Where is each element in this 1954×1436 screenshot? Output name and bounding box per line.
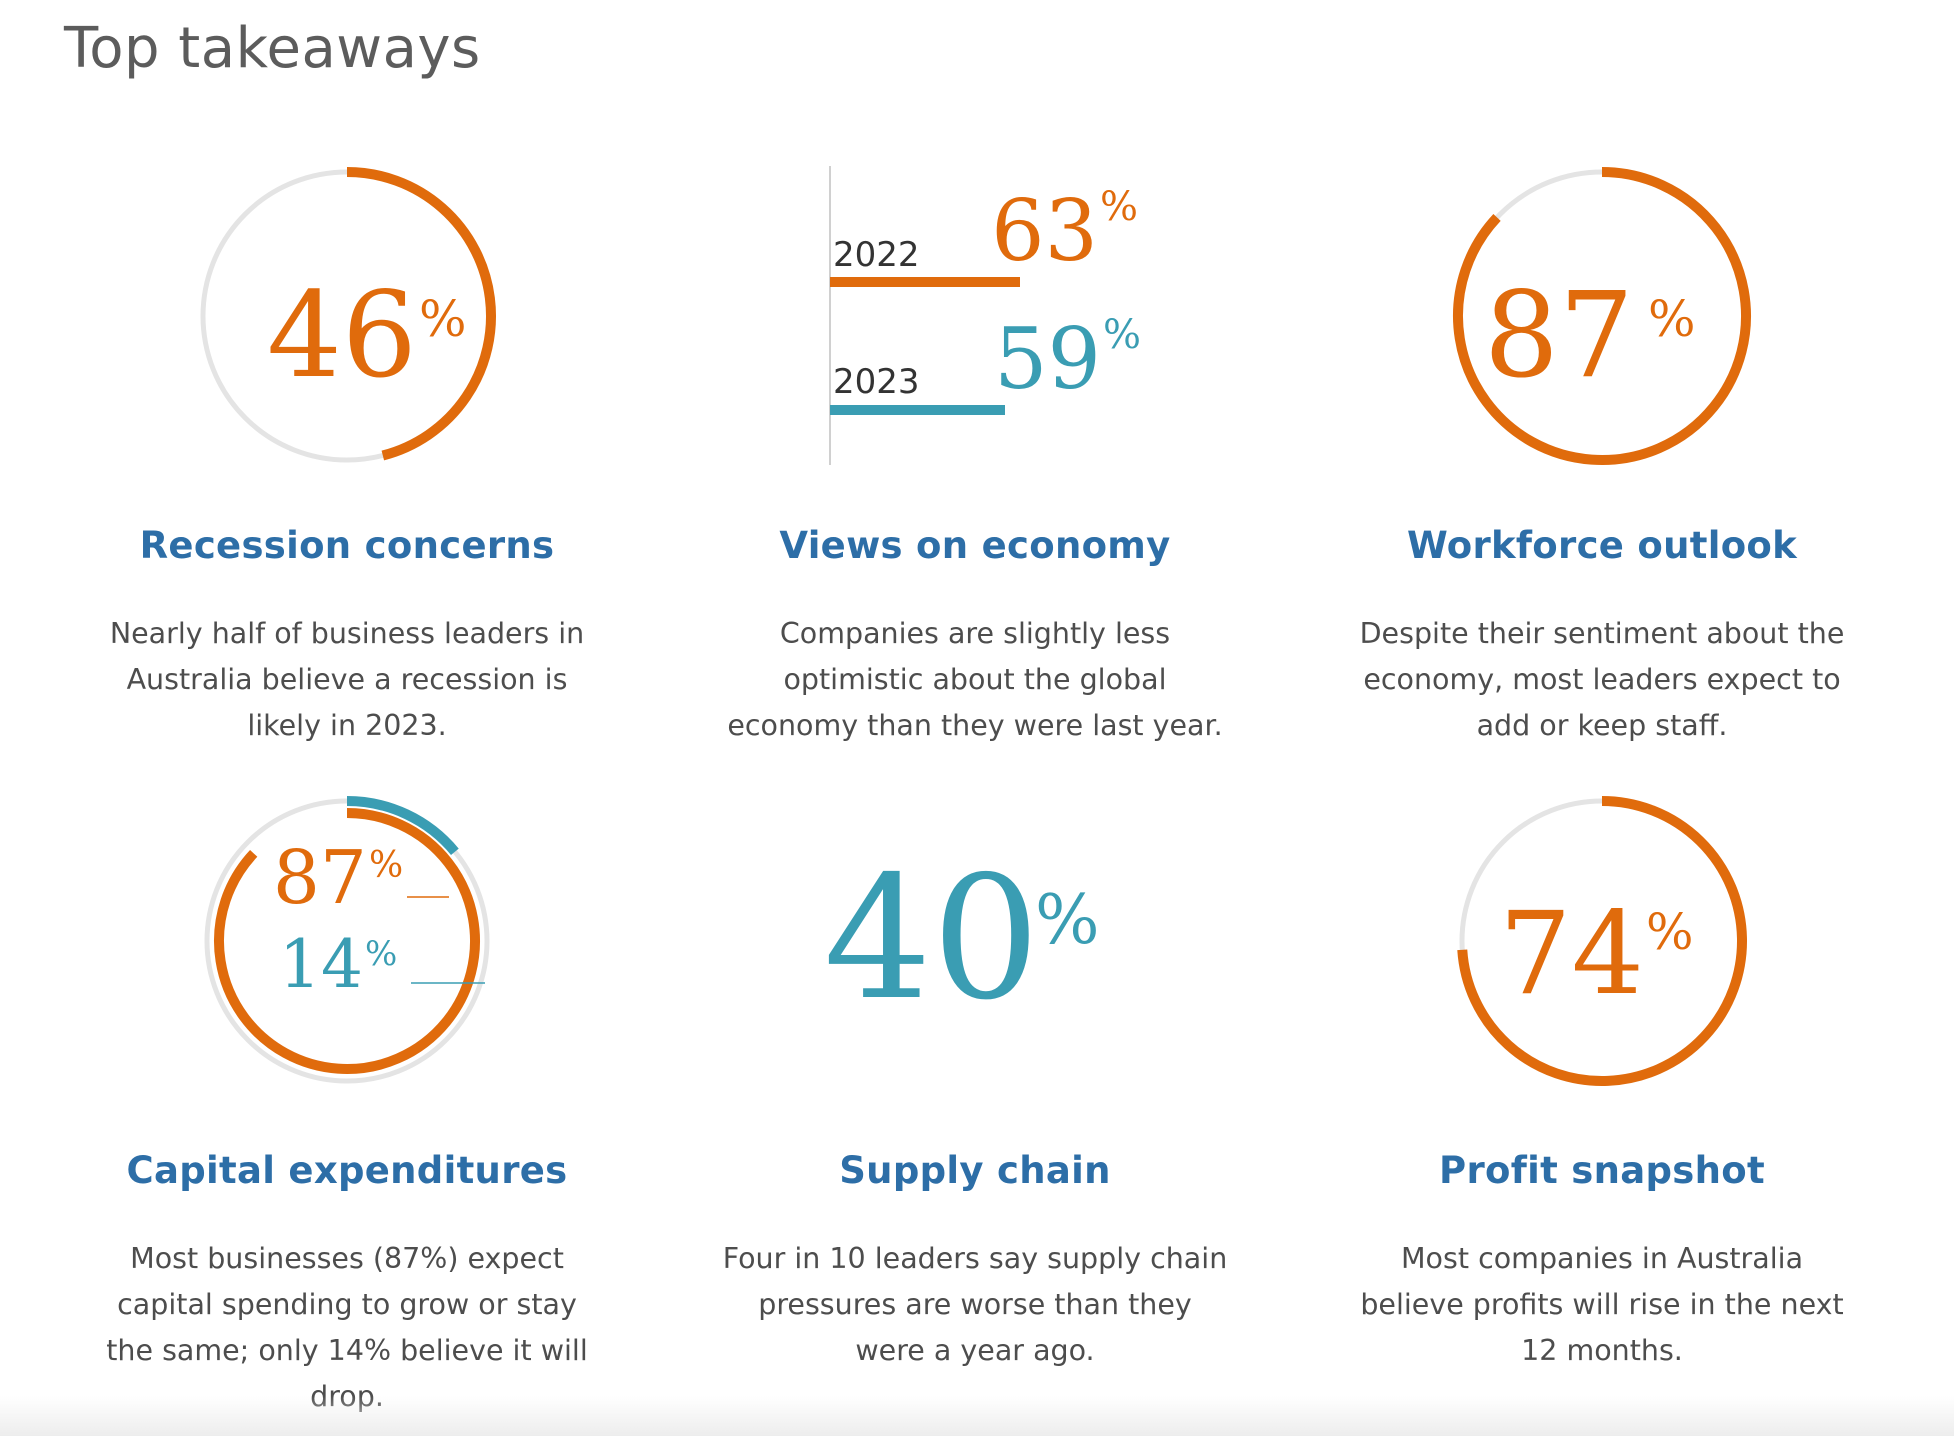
profit-ring-svg: 74 % [1457, 796, 1747, 1086]
bar-2023-percent: % [1103, 312, 1141, 358]
card-recession-concerns: 46 % Recession concerns Nearly half of b… [67, 160, 627, 749]
workforce-ring-graphic: 87 % [1322, 160, 1882, 480]
economy-description: Companies are slightly less optimistic a… [727, 617, 1223, 742]
supply-chain-heading: Supply chain [839, 1149, 1111, 1192]
capex-grow-value: 87 [273, 835, 367, 921]
workforce-ring-svg: 87 % [1453, 167, 1751, 465]
bar-2022-percent: % [1100, 184, 1138, 230]
capex-ring-svg: 87 % 14 % [204, 796, 490, 1084]
card-capital-expenditures: 87 % 14 % Capital expenditures Most busi… [67, 785, 627, 1420]
profit-description: Most companies in Australia believe prof… [1360, 1242, 1844, 1367]
capex-drop-value: 14 [279, 926, 363, 1003]
profit-ring-arc [1457, 796, 1747, 1086]
page-title: Top takeaways [64, 16, 481, 81]
bar-2023 [830, 405, 1005, 415]
capex-outer-arc [346, 796, 459, 855]
card-supply-chain: 40 % Supply chain Four in 10 leaders say… [695, 785, 1255, 1374]
workforce-description: Despite their sentiment about the econom… [1359, 617, 1845, 742]
economy-heading: Views on economy [779, 524, 1171, 567]
capex-inner-arc [214, 808, 480, 1074]
supply-chain-svg: 40 % [824, 840, 1100, 1038]
capex-grow-percent: % [369, 845, 403, 886]
bar-2022-value: 63 [991, 182, 1098, 280]
supply-chain-description: Four in 10 leaders say supply chain pres… [722, 1242, 1228, 1367]
bar-2022 [830, 277, 1020, 287]
recession-stat-value: 46 [267, 266, 417, 404]
recession-ring-svg: 46 % [200, 167, 496, 463]
recession-ring-arc [346, 167, 496, 461]
supply-chain-graphic: 40 % [695, 785, 1255, 1105]
recession-ring-graphic: 46 % [67, 160, 627, 480]
capex-drop-percent: % [365, 934, 397, 974]
profit-heading: Profit snapshot [1439, 1149, 1765, 1192]
bar-2023-year-label: 2023 [833, 362, 920, 402]
bar-2023-value: 59 [994, 310, 1101, 408]
supply-chain-stat-value: 40 [824, 840, 1040, 1038]
recession-heading: Recession concerns [139, 524, 555, 567]
recession-stat-percent: % [419, 290, 467, 348]
profit-ring-graphic: 74 % [1322, 785, 1882, 1105]
profit-stat-percent: % [1646, 903, 1694, 961]
bar-2022-year-label: 2022 [833, 235, 920, 275]
capex-ring-graphic: 87 % 14 % [67, 785, 627, 1105]
card-views-on-economy: 2022 63 % 2023 59 % Views on economy Com… [695, 160, 1255, 749]
card-workforce-outlook: 87 % Workforce outlook Despite their sen… [1322, 160, 1882, 749]
profit-stat-value: 74 [1499, 887, 1644, 1020]
capex-description: Most businesses (87%) expect capital spe… [106, 1242, 588, 1413]
capex-heading: Capital expenditures [126, 1149, 568, 1192]
economy-bars-graphic: 2022 63 % 2023 59 % [695, 160, 1255, 480]
workforce-ring-arc [1453, 167, 1751, 465]
recession-description: Nearly half of business leaders in Austr… [109, 617, 585, 742]
economy-bars-svg: 2022 63 % 2023 59 % [829, 166, 1141, 465]
workforce-heading: Workforce outlook [1406, 524, 1798, 567]
card-profit-snapshot: 74 % Profit snapshot Most companies in A… [1322, 785, 1882, 1374]
supply-chain-stat-percent: % [1035, 881, 1100, 960]
workforce-stat-percent: % [1648, 290, 1696, 348]
workforce-stat-value: 87 [1484, 266, 1634, 404]
bottom-fade [0, 1396, 1954, 1436]
